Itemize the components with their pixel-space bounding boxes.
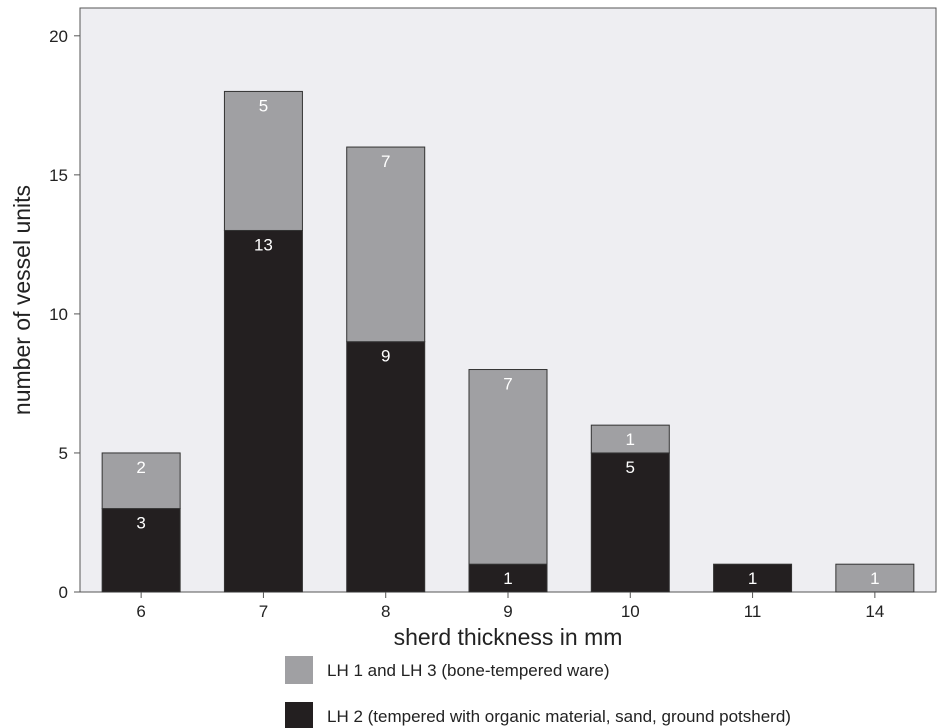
bar-segment-8-series-1 [346,341,426,593]
bar-segment-10-series-1 [590,452,670,593]
x-tick-label: 6 [136,602,145,621]
x-tick-label: 10 [621,602,640,621]
bar-value-label: 2 [136,458,145,477]
y-tick-label: 0 [59,583,68,602]
x-tick-label: 8 [381,602,390,621]
bar-value-label: 7 [381,152,390,171]
bar-segment-7-series-2 [223,90,303,231]
bar-value-label: 13 [254,235,273,254]
bar-segment-6-series-2 [101,452,181,510]
bar-value-label: 7 [503,375,512,394]
bar-value-label: 1 [503,569,512,588]
x-axis-title: sherd thickness in mm [394,624,623,650]
y-tick-label: 20 [49,27,68,46]
x-tick-label: 14 [865,602,884,621]
legend-swatch [285,656,313,684]
bar-value-label: 9 [381,347,390,366]
bar-segment-6-series-1 [101,508,181,593]
y-axis-title: number of vessel units [9,185,35,415]
x-tick-label: 7 [259,602,268,621]
bar-segment-7-series-1 [223,229,303,593]
y-tick-label: 10 [49,305,68,324]
bar-value-label: 1 [626,430,635,449]
y-tick-label: 15 [49,166,68,185]
bar-segment-11-series-1 [713,563,793,593]
bar-value-label: 3 [136,514,145,533]
legend-label: LH 2 (tempered with organic material, sa… [327,707,791,726]
bar-segment-8-series-2 [346,146,426,343]
bar-segment-9-series-2 [468,369,548,565]
bar-value-label: 5 [259,96,268,115]
x-tick-label: 11 [744,602,762,621]
y-axis-ticks: 0 5 10 15 20 [49,27,80,602]
bar-segment-9-series-1 [468,563,548,593]
bar-value-label: 1 [870,569,879,588]
legend-label: LH 1 and LH 3 (bone-tempered ware) [327,661,610,680]
x-tick-label: 9 [503,602,512,621]
legend-swatch [285,702,313,728]
bar-segment-10-series-2 [590,424,670,454]
bar-labels-group: 3 2 13 5 9 7 1 7 5 1 1 1 [136,96,879,588]
legend: LH 1 and LH 3 (bone-tempered ware) LH 2 (… [285,656,791,728]
x-axis-ticks: 6 7 8 9 10 11 14 [136,592,884,621]
bar-value-label: 5 [626,458,635,477]
bar-value-label: 1 [748,569,757,588]
y-tick-label: 5 [59,444,68,463]
bars-group [101,90,915,593]
